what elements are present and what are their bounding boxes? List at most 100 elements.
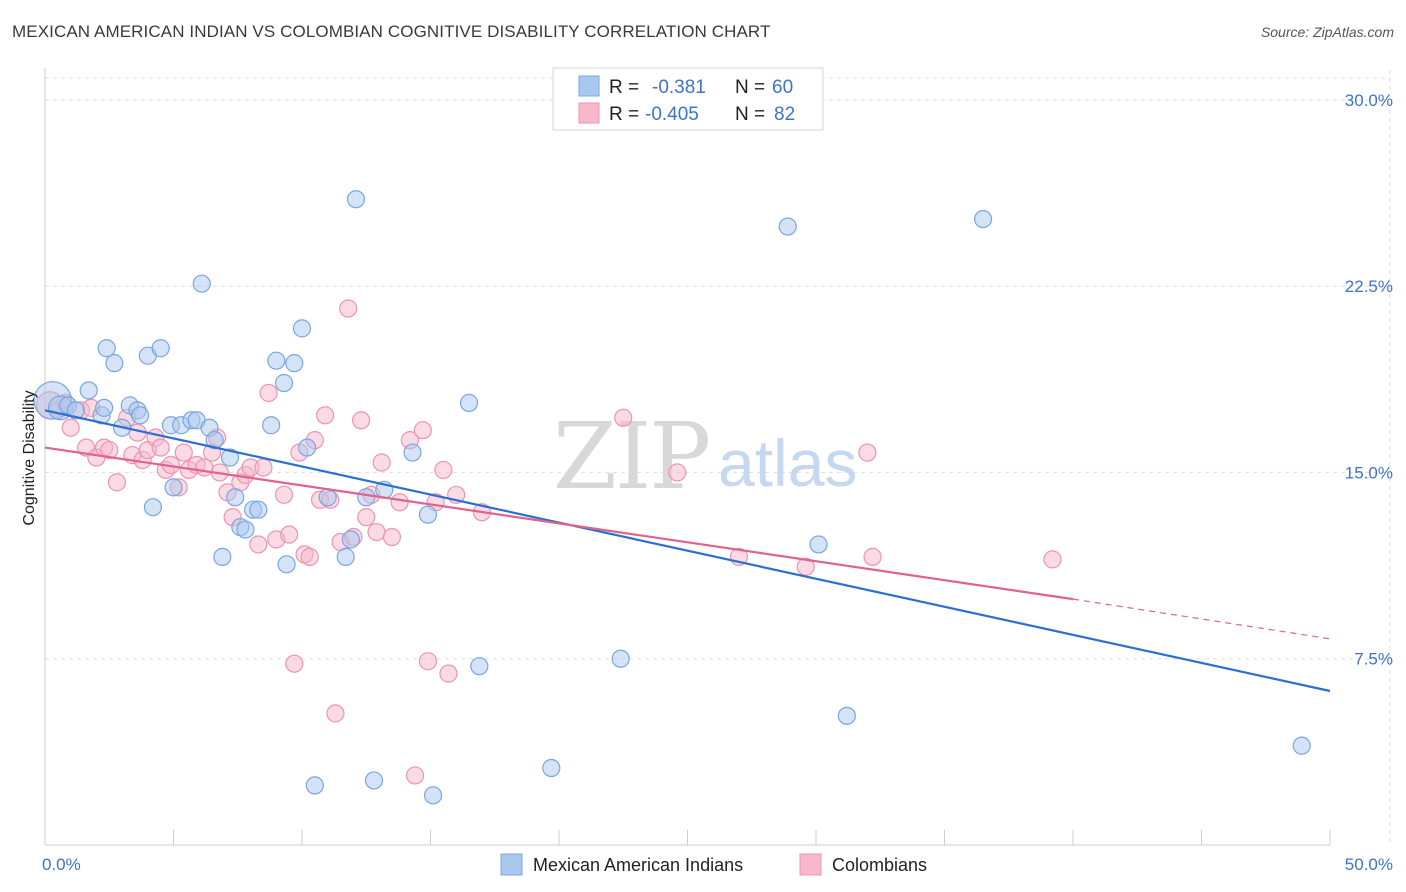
- mexican-american-indian-point: [79, 381, 98, 400]
- colombian-point: [285, 654, 304, 673]
- mexican-american-indian-point: [423, 786, 443, 805]
- series-legend-swatch-pink: [799, 853, 822, 876]
- colombian-point: [382, 527, 402, 547]
- colombians-trend-extension: [1072, 598, 1331, 640]
- colombian-point: [107, 473, 127, 492]
- x-tick-labels: 0.0% 50.0%: [42, 855, 1393, 874]
- colombian-point: [367, 522, 386, 542]
- mexican-american-indian-point: [298, 438, 317, 457]
- colombian-point: [316, 406, 335, 425]
- colombian-point: [413, 421, 432, 440]
- legend-swatch-pink: [578, 102, 600, 124]
- colombian-point: [339, 299, 358, 318]
- colombian-point: [668, 463, 687, 482]
- colombians-points: [35, 299, 1062, 785]
- mexican-american-indian-point: [357, 488, 376, 507]
- watermark: ZIP atlas: [553, 403, 857, 510]
- mexican-american-indian-point: [837, 706, 856, 725]
- mexican-american-indian-point: [192, 274, 211, 293]
- mexican-american-indian-point: [1292, 736, 1311, 755]
- mexican-american-indian-point: [364, 771, 384, 790]
- mexican-american-indian-point: [809, 535, 828, 554]
- mexican-american-indian-point: [778, 217, 797, 236]
- colombian-point: [863, 547, 882, 566]
- mexican-american-indian-point: [285, 354, 304, 373]
- colombian-point: [254, 458, 273, 477]
- mexican-american-indian-point: [267, 351, 286, 370]
- mexican-american-indian-point: [459, 393, 479, 412]
- colombian-point: [259, 383, 278, 403]
- colombian-point: [439, 664, 458, 683]
- colombians-trend-line: [44, 446, 1074, 601]
- mexican-american-indian-point: [226, 488, 245, 507]
- colombian-point: [405, 766, 425, 785]
- mexican-american-indian-point: [346, 190, 366, 209]
- colombian-point: [390, 493, 409, 512]
- series-legend-swatch-blue: [500, 853, 523, 876]
- mexican-american-indian-point: [403, 443, 422, 462]
- mexican-american-indian-point: [277, 555, 296, 574]
- mexican-american-indian-point: [341, 530, 360, 549]
- colombian-point: [100, 440, 119, 460]
- mexican-american-indians-trend-line: [44, 409, 1331, 693]
- mexican-american-indian-point: [611, 649, 630, 668]
- mexican-american-indian-point: [249, 500, 268, 519]
- colombian-point: [796, 557, 815, 576]
- mexican-american-indians-points: [33, 190, 1311, 805]
- mexican-american-indian-point: [305, 776, 324, 795]
- y-tick-labels: 7.5% 15.0% 22.5% 30.0%: [1345, 91, 1393, 669]
- watermark-atlas: atlas: [718, 426, 857, 500]
- mexican-american-indian-point: [105, 354, 124, 373]
- series-legend-label-blue: Mexican American Indians: [533, 855, 743, 875]
- x-tick-label: 50.0%: [1345, 855, 1393, 874]
- colombian-point: [280, 525, 299, 544]
- colombian-point: [1043, 550, 1062, 569]
- mexican-american-indian-point: [143, 498, 163, 517]
- legend-n-label-pink: N =: [735, 104, 765, 125]
- mexican-american-indian-point: [236, 520, 255, 539]
- legend-r-label-pink: R =: [609, 104, 639, 125]
- chart-source: Source: ZipAtlas.com: [1260, 24, 1394, 40]
- legend-swatch-blue: [578, 75, 600, 97]
- mexican-american-indian-point: [418, 505, 438, 524]
- legend-n-label-blue: N =: [735, 77, 765, 98]
- y-tick-label: 7.5%: [1354, 650, 1393, 669]
- colombian-point: [418, 652, 438, 671]
- legend-r-value-pink: -0.405: [645, 104, 699, 125]
- y-tick-label: 22.5%: [1345, 277, 1393, 296]
- mexican-american-indian-point: [274, 373, 294, 393]
- mexican-american-indian-point: [292, 319, 312, 338]
- colombian-point: [274, 485, 294, 504]
- mexican-american-indian-point: [164, 478, 183, 497]
- legend-r-label-blue: R =: [609, 77, 639, 98]
- mexican-american-indian-point: [220, 448, 240, 467]
- chart-title: MEXICAN AMERICAN INDIAN VS COLOMBIAN COG…: [12, 22, 771, 41]
- legend-n-value-blue: 60: [772, 77, 793, 98]
- mexican-american-indian-point: [262, 416, 281, 435]
- colombian-point: [434, 460, 453, 480]
- legend-n-value-pink: 82: [774, 104, 795, 125]
- mexican-american-indian-point: [97, 339, 116, 358]
- mexican-american-indian-point: [973, 209, 993, 229]
- series-legend: Mexican American Indians Colombians: [500, 853, 927, 876]
- mexican-american-indian-point: [66, 401, 85, 420]
- mexican-american-indian-point: [95, 398, 114, 417]
- colombian-point: [61, 418, 80, 437]
- colombian-point: [858, 443, 877, 462]
- mexican-american-indian-point: [151, 339, 170, 358]
- mexican-american-indian-point: [470, 657, 489, 676]
- mexican-american-indian-point: [318, 488, 337, 507]
- y-tick-label: 15.0%: [1345, 463, 1393, 482]
- colombian-point: [372, 453, 391, 472]
- colombian-point: [300, 547, 319, 566]
- x-tick-label: 0.0%: [42, 855, 81, 874]
- mexican-american-indian-point: [542, 758, 561, 778]
- watermark-zip: ZIP: [553, 403, 709, 510]
- colombian-point: [614, 408, 633, 427]
- y-tick-label: 30.0%: [1345, 91, 1393, 110]
- colombian-point: [326, 704, 345, 723]
- colombian-point: [151, 438, 170, 457]
- colombian-point: [357, 508, 376, 527]
- series-legend-label-pink: Colombians: [832, 855, 927, 875]
